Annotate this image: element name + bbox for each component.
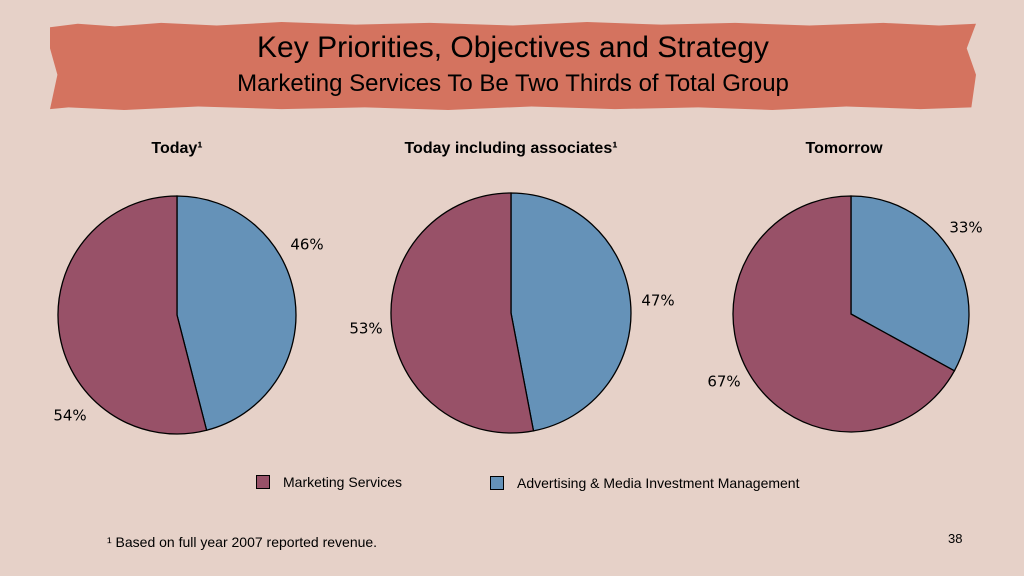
legend-swatch-marketing-services xyxy=(256,475,270,489)
data-label-today-marketing-services: 54% xyxy=(53,407,86,425)
page-number: 38 xyxy=(948,531,963,546)
legend-label-advertising-media: Advertising & Media Investment Managemen… xyxy=(517,475,800,491)
data-label-today-associates-advertising-media: 47% xyxy=(641,292,674,310)
legend-swatch-advertising-media xyxy=(490,476,504,490)
legend-item-advertising-media: Advertising & Media Investment Managemen… xyxy=(490,474,799,492)
pie-slice-today-advertising-media xyxy=(176,195,297,432)
chart-title-today: Today¹ xyxy=(151,140,203,157)
data-label-tomorrow-advertising-media: 33% xyxy=(949,219,982,237)
data-label-today-associates-marketing-services: 53% xyxy=(349,320,382,338)
slide-title: Key Priorities, Objectives and Strategy xyxy=(257,31,769,64)
pie-slice-today-associates-advertising-media xyxy=(510,192,632,432)
footnote: ¹ Based on full year 2007 reported reven… xyxy=(107,534,378,550)
data-label-today-advertising-media: 46% xyxy=(290,236,323,254)
chart-title-tomorrow: Tomorrow xyxy=(805,140,883,157)
legend-item-marketing-services: Marketing Services xyxy=(256,473,402,491)
chart-title-today-associates: Today including associates¹ xyxy=(404,140,618,157)
pie-slice-tomorrow-advertising-media xyxy=(850,195,970,372)
slide-subtitle: Marketing Services To Be Two Thirds of T… xyxy=(237,70,789,97)
pie-slice-tomorrow-marketing-services xyxy=(732,195,956,433)
pie-slice-today-marketing-services xyxy=(57,195,208,435)
title-banner xyxy=(50,22,976,110)
pie-slice-today-associates-marketing-services xyxy=(390,192,535,434)
data-label-tomorrow-marketing-services: 67% xyxy=(707,373,740,391)
legend-label-marketing-services: Marketing Services xyxy=(283,474,403,490)
